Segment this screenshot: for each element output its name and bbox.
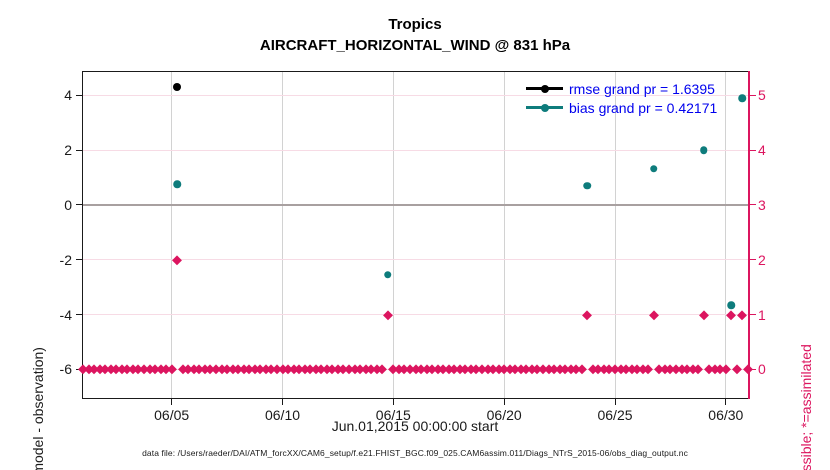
x-tick-mark — [392, 399, 394, 405]
horizontal-gridline — [83, 314, 748, 316]
right-y-tick-label: 2 — [758, 251, 766, 268]
vertical-gridline — [614, 72, 616, 398]
x-tick-label: 06/25 — [597, 407, 633, 423]
rmse-legend-marker-icon — [526, 84, 563, 93]
top-axis-spine — [82, 71, 750, 72]
x-tick-label: 06/30 — [708, 407, 744, 423]
left-y-tick-mark — [76, 204, 82, 206]
left-axis-spine — [82, 72, 83, 398]
legend-row-bias: bias grand pr = 0.42171 — [526, 98, 717, 117]
left-y-tick-mark — [76, 94, 82, 96]
right-y-tick-mark — [750, 204, 756, 206]
bias-point — [384, 271, 392, 279]
bias-point — [699, 146, 708, 154]
bottom-axis-spine — [82, 398, 750, 399]
vertical-gridline — [171, 72, 173, 398]
right-y-tick-mark — [750, 149, 756, 151]
obs-count-zero-marker — [693, 364, 703, 375]
left-y-tick-label: 0 — [64, 196, 72, 213]
left-y-tick-mark — [76, 259, 82, 261]
bias-point — [727, 301, 736, 309]
obs-count-zero-marker — [743, 364, 753, 375]
right-y-tick-mark — [750, 314, 756, 316]
vertical-gridline — [503, 72, 505, 398]
right-y-tick-label: 0 — [758, 361, 766, 378]
plot-area: rmse grand pr = 1.6395 bias grand pr = 0… — [60, 71, 766, 423]
obs-count-zero-marker — [732, 364, 742, 375]
right-y-tick-mark — [750, 259, 756, 261]
right-y-tick-label: 4 — [758, 142, 766, 159]
chart-subtitle: AIRCRAFT_HORIZONTAL_WIND @ 831 hPa — [259, 37, 571, 54]
left-y-tick-mark — [76, 314, 82, 316]
x-tick-label: 06/20 — [486, 407, 522, 423]
rmse-point — [173, 83, 182, 92]
horizontal-gridline — [83, 259, 748, 261]
obs-count-marker — [726, 310, 736, 320]
bias-point — [650, 164, 658, 173]
obs-count-zero-marker — [643, 364, 653, 375]
left-y-tick-label: 4 — [64, 87, 72, 104]
chart-title-block: Tropics AIRCRAFT_HORIZONTAL_WIND @ 831 h… — [0, 16, 830, 54]
obs-count-zero-marker — [167, 364, 177, 375]
data-file-caption: data file: /Users/raeder/DAI/ATM_forcXX/… — [142, 448, 688, 458]
bias-legend-marker-icon — [526, 103, 563, 112]
right-y-tick-label: 1 — [758, 306, 766, 323]
x-tick-mark — [282, 399, 283, 405]
x-tick-label: 06/15 — [375, 407, 411, 423]
zero-reference-line — [83, 203, 748, 206]
right-axis-spine — [748, 71, 750, 399]
left-y-tick-label: -6 — [59, 361, 72, 378]
left-y-tick-label: 2 — [64, 142, 72, 159]
legend-row-rmse: rmse grand pr = 1.6395 — [526, 79, 717, 98]
bias-point — [738, 94, 747, 102]
obs-count-marker — [172, 255, 182, 265]
obs-count-zero-marker — [577, 364, 587, 375]
x-tick-mark — [171, 399, 173, 405]
x-tick-mark — [614, 399, 616, 405]
right-y-tick-label: 5 — [758, 87, 766, 104]
obs-count-marker — [649, 310, 659, 320]
x-tick-label: 06/05 — [154, 407, 190, 423]
obs-count-marker — [737, 310, 748, 320]
obs-count-marker — [699, 310, 709, 320]
right-y-tick-mark — [750, 94, 756, 96]
x-tick-mark — [725, 399, 727, 405]
left-y-tick-label: -2 — [59, 251, 72, 268]
bias-point — [583, 182, 592, 190]
right-y-tick-label: 3 — [758, 196, 766, 213]
vertical-gridline — [725, 72, 727, 398]
legend-label-rmse: rmse grand pr = 1.6395 — [569, 80, 715, 97]
obs-count-zero-marker — [721, 364, 731, 375]
chart-title: Tropics — [388, 16, 442, 33]
legend: rmse grand pr = 1.6395 bias grand pr = 0… — [526, 79, 717, 117]
x-axis-label: Jun.01,2015 00:00:00 start — [331, 418, 499, 434]
obs-count-zero-marker — [377, 364, 387, 375]
vertical-gridline — [392, 72, 394, 398]
obs-count-marker — [383, 310, 393, 320]
x-tick-label: 06/10 — [264, 407, 301, 423]
left-y-tick-mark — [76, 149, 82, 151]
right-y-tick-mark — [750, 368, 756, 370]
horizontal-gridline — [83, 94, 748, 96]
horizontal-gridline — [83, 149, 748, 151]
left-y-tick-label: -4 — [59, 306, 72, 323]
legend-label-bias: bias grand pr = 0.42171 — [569, 99, 718, 116]
x-tick-mark — [503, 399, 505, 405]
obs-count-marker — [582, 310, 592, 320]
bias-point — [173, 180, 181, 189]
vertical-gridline — [282, 72, 283, 398]
